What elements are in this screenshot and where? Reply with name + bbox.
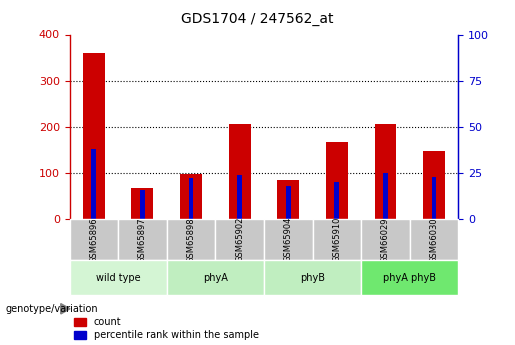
Bar xyxy=(140,189,145,219)
Bar xyxy=(410,219,458,260)
Bar xyxy=(229,124,251,219)
Text: phyA: phyA xyxy=(203,273,228,283)
Bar xyxy=(432,177,437,219)
Bar xyxy=(215,219,264,260)
Bar xyxy=(374,124,397,219)
Bar xyxy=(361,219,410,260)
Bar xyxy=(264,260,361,295)
Bar xyxy=(180,174,202,219)
Text: phyB: phyB xyxy=(300,273,325,283)
Bar xyxy=(131,188,153,219)
Text: GSM65902: GSM65902 xyxy=(235,217,244,263)
Legend: count, percentile rank within the sample: count, percentile rank within the sample xyxy=(74,317,259,340)
Bar xyxy=(277,180,299,219)
Bar xyxy=(118,219,167,260)
Bar xyxy=(423,151,445,219)
Text: GSM66030: GSM66030 xyxy=(430,217,439,263)
Bar xyxy=(383,173,388,219)
Bar xyxy=(264,219,313,260)
Bar xyxy=(91,149,96,219)
Bar xyxy=(286,186,290,219)
Text: GSM65910: GSM65910 xyxy=(332,217,341,263)
Text: GSM65897: GSM65897 xyxy=(138,217,147,263)
Bar xyxy=(326,141,348,219)
Text: phyA phyB: phyA phyB xyxy=(383,273,436,283)
Bar xyxy=(70,219,118,260)
Text: GSM66029: GSM66029 xyxy=(381,217,390,263)
Bar xyxy=(167,219,215,260)
Text: GDS1704 / 247562_at: GDS1704 / 247562_at xyxy=(181,12,334,26)
Bar xyxy=(334,182,339,219)
Bar xyxy=(188,178,194,219)
Text: GSM65898: GSM65898 xyxy=(186,217,196,263)
Bar xyxy=(70,260,167,295)
Text: GSM65904: GSM65904 xyxy=(284,217,293,263)
FancyArrow shape xyxy=(61,304,70,314)
Bar xyxy=(167,260,264,295)
Text: GSM65896: GSM65896 xyxy=(89,217,98,263)
Bar xyxy=(237,175,242,219)
Text: wild type: wild type xyxy=(96,273,141,283)
Text: genotype/variation: genotype/variation xyxy=(5,304,98,314)
Bar xyxy=(313,219,361,260)
Bar xyxy=(361,260,458,295)
Bar xyxy=(83,53,105,219)
